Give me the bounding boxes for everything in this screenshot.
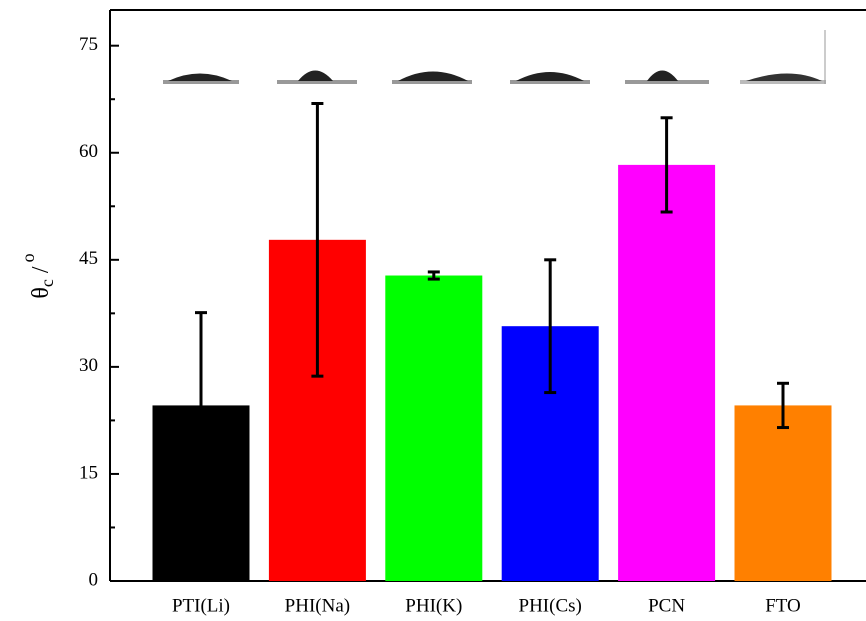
bar — [734, 405, 832, 581]
x-tick-label: PCN — [648, 595, 685, 616]
x-tick-label: PHI(Cs) — [519, 595, 582, 616]
y-tick-label: 15 — [79, 462, 98, 483]
x-tick-label: FTO — [765, 595, 801, 616]
y-tick-label: 30 — [79, 355, 98, 376]
y-label-sub: c — [37, 279, 57, 287]
y-tick-label: 60 — [79, 141, 98, 162]
droplet-images — [163, 30, 826, 84]
y-label-symbol: θ — [28, 287, 54, 299]
x-tick-label: PHI(Na) — [285, 595, 350, 616]
x-tick-label: PTI(Li) — [172, 595, 230, 616]
y-tick-label: 45 — [79, 248, 98, 269]
y-tick-label: 0 — [89, 569, 99, 590]
bar — [618, 164, 716, 582]
bar — [385, 275, 483, 581]
y-label-sup: o — [18, 253, 38, 262]
y-tick-label: 75 — [79, 34, 98, 55]
x-tick-label: PHI(K) — [405, 595, 462, 616]
y-label-slash: / — [28, 266, 54, 273]
y-axis-label: θc / o — [18, 253, 57, 298]
